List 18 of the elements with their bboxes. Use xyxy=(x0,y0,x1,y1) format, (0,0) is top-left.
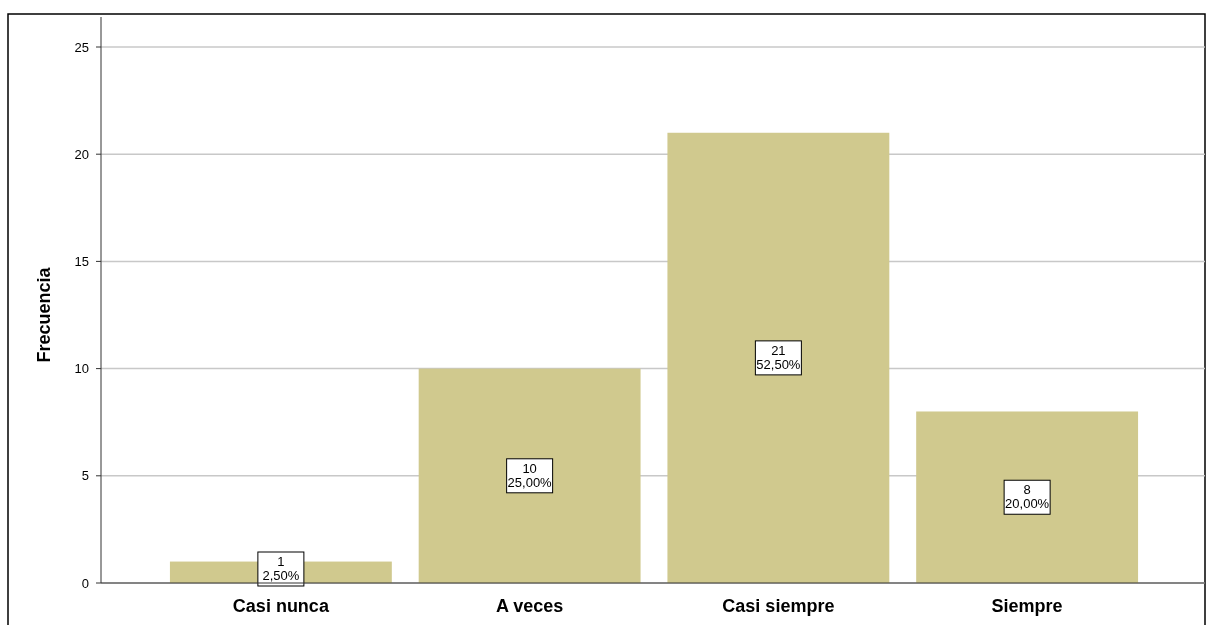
x-tick-label: A veces xyxy=(495,596,564,616)
bar xyxy=(418,368,641,583)
y-tick-label: 10 xyxy=(74,361,89,377)
y-tick-label: 5 xyxy=(81,468,89,484)
bar xyxy=(667,132,890,583)
y-axis-title: Frecuencia xyxy=(34,266,54,363)
data-label: 21 52,50% xyxy=(756,342,801,372)
x-tick-label: Siempre xyxy=(991,596,1063,616)
data-label: 8 20,00% xyxy=(1005,482,1050,512)
data-label: 10 25,00% xyxy=(507,460,553,490)
y-tick-label: 25 xyxy=(74,39,89,55)
y-tick-label: 0 xyxy=(81,575,89,591)
data-label: 1 2,50% xyxy=(262,554,300,583)
x-tick-label: Casi siempre xyxy=(722,596,835,616)
x-tick-label: Casi nunca xyxy=(232,596,330,616)
bar xyxy=(916,411,1139,583)
y-tick-label: 20 xyxy=(74,146,89,162)
y-tick-label: 15 xyxy=(74,253,89,269)
